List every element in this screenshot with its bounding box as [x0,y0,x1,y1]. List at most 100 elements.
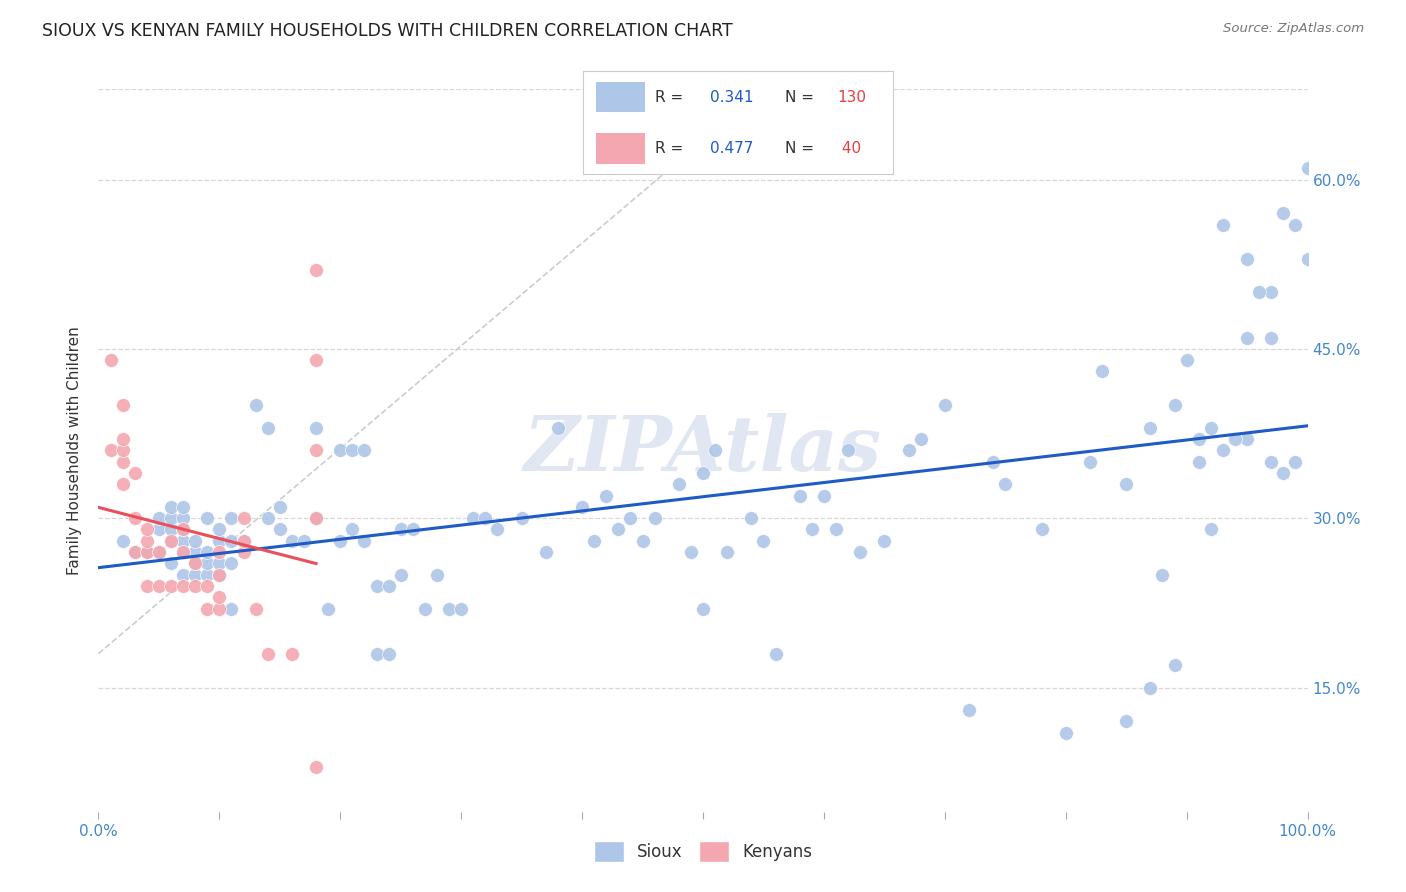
Point [195,545,218,559]
Point [184,533,207,548]
Point [910,432,932,446]
Point [184,557,207,571]
Text: Source: ZipAtlas.com: Source: ZipAtlas.com [1223,22,1364,36]
Point [172,533,194,548]
Point [148,523,170,537]
Point [571,500,593,514]
Point [184,557,207,571]
Point [172,523,194,537]
Point [1236,252,1258,266]
Point [111,455,134,469]
Point [1260,330,1282,344]
Point [160,523,183,537]
Point [692,601,714,615]
Point [184,545,207,559]
Point [547,421,569,435]
Point [148,545,170,559]
Text: 0.477: 0.477 [710,141,754,156]
Point [631,533,654,548]
Point [208,545,231,559]
Point [135,545,157,559]
Point [208,567,231,582]
Point [305,353,328,368]
Point [160,500,183,514]
Point [148,579,170,593]
Point [256,421,278,435]
Point [1260,285,1282,300]
Point [195,511,218,525]
Point [897,443,920,458]
Point [305,262,328,277]
Point [1284,455,1306,469]
Point [305,443,328,458]
Point [221,601,243,615]
Text: 0.341: 0.341 [710,89,754,104]
Point [172,545,194,559]
Point [1236,432,1258,446]
Point [1188,432,1211,446]
Point [668,477,690,491]
Point [1115,477,1137,491]
Point [208,591,231,605]
Point [221,557,243,571]
Point [679,545,702,559]
Point [1188,455,1211,469]
Point [124,511,146,525]
Point [111,398,134,412]
Point [957,703,980,717]
Point [172,511,194,525]
Point [837,443,859,458]
Text: 130: 130 [837,89,866,104]
Point [413,601,436,615]
Point [1163,398,1185,412]
Point [1249,285,1271,300]
Point [765,647,787,661]
Point [305,511,328,525]
Point [813,489,835,503]
Point [269,523,291,537]
Point [135,579,157,593]
Point [100,353,122,368]
Point [221,511,243,525]
Text: ZIPAtlas: ZIPAtlas [524,414,882,487]
FancyBboxPatch shape [596,133,645,163]
Point [1139,681,1161,695]
Point [607,523,630,537]
Point [148,545,170,559]
Point [124,466,146,480]
Text: 40: 40 [837,141,862,156]
Point [208,533,231,548]
Point [825,523,848,537]
Point [1296,161,1319,176]
Point [1260,455,1282,469]
Point [256,511,278,525]
Point [135,533,157,548]
Point [221,533,243,548]
Point [281,647,304,661]
Point [1272,206,1295,220]
Y-axis label: Family Households with Children: Family Households with Children [67,326,83,574]
Point [752,533,775,548]
FancyBboxPatch shape [596,81,645,112]
Point [849,545,872,559]
Text: R =: R = [655,89,688,104]
Point [172,579,194,593]
Point [160,533,183,548]
Point [981,455,1004,469]
Point [873,533,896,548]
Point [160,579,183,593]
Point [195,567,218,582]
Point [389,567,412,582]
Point [172,523,194,537]
Point [1078,455,1101,469]
Point [366,579,388,593]
Point [329,533,352,548]
Point [1223,432,1246,446]
Point [366,647,388,661]
Point [100,443,122,458]
Point [402,523,425,537]
Point [1296,252,1319,266]
Point [1152,567,1174,582]
Text: N =: N = [785,89,818,104]
Point [195,579,218,593]
